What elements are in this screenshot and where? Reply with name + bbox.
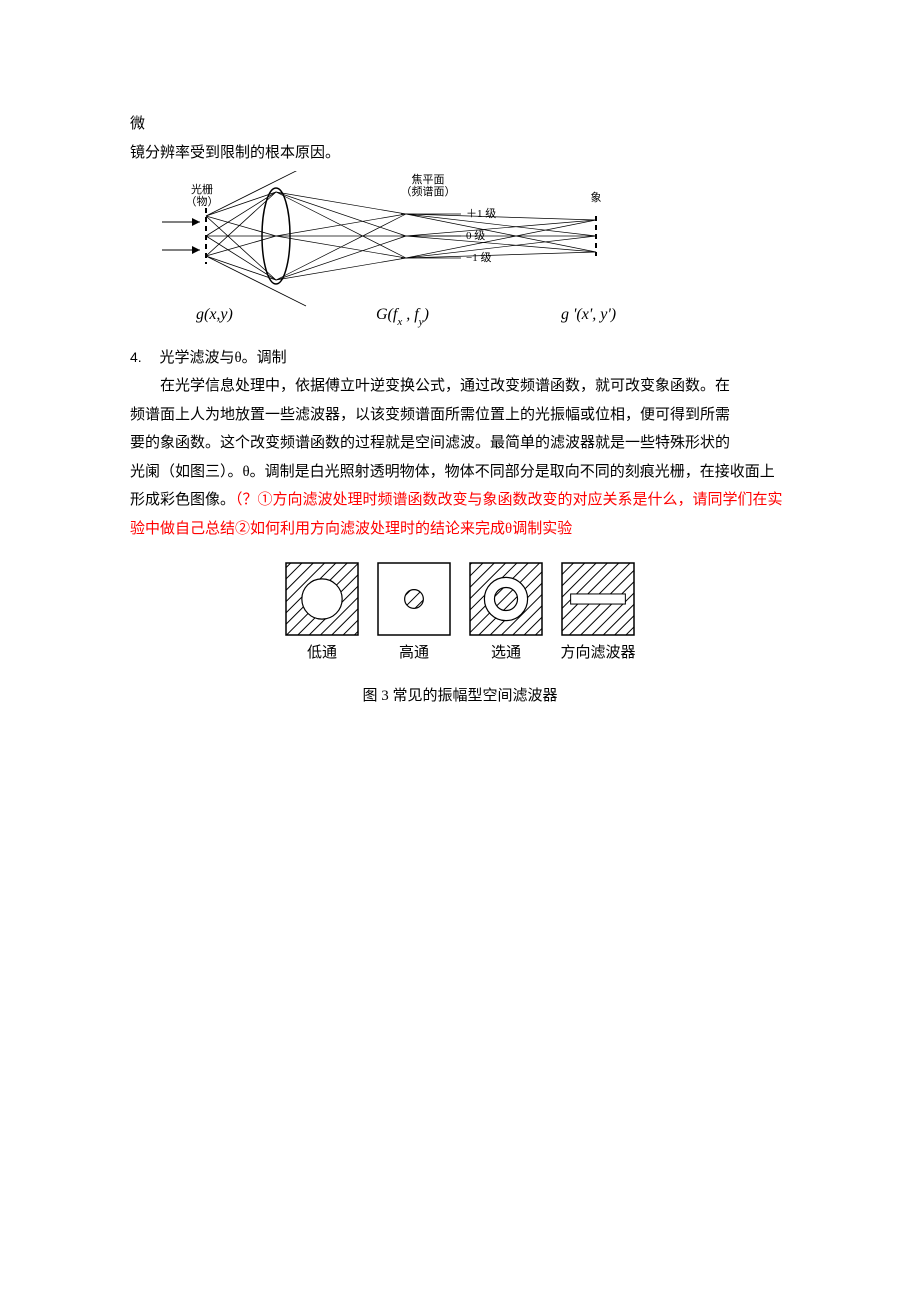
svg-text:G(fx , fy): G(fx , fy)	[376, 306, 429, 328]
filters-figure: 低通 高通 选通 方向滤波器 图 3 常见的振幅型空间滤波器	[130, 559, 790, 710]
svg-text:＋1 级: ＋1 级	[466, 207, 496, 220]
svg-text:方向滤波器: 方向滤波器	[560, 644, 635, 661]
section-number: 4.	[130, 349, 142, 365]
svg-text:−1 级: −1 级	[466, 251, 491, 264]
svg-text:0 级: 0 级	[466, 229, 485, 242]
svg-text:高通: 高通	[399, 644, 429, 661]
svg-text:（频谱面）: （频谱面）	[401, 184, 456, 198]
svg-text:（物）: （物）	[186, 194, 219, 208]
text-span: 形成彩色图像。	[130, 492, 235, 508]
svg-text:焦平面: 焦平面	[412, 173, 445, 186]
paragraph: 频谱面上人为地放置一些滤波器，以该变频谱面所需位置上的光振幅或位相，便可得到所需	[130, 401, 790, 430]
paragraph: 要的象函数。这个改变频谱函数的过程就是空间滤波。最简单的滤波器就是一些特殊形状的	[130, 429, 790, 458]
section-title: 光学滤波与θ。调制	[159, 350, 286, 366]
svg-text:象: 象	[591, 191, 602, 204]
paragraph: 光阑（如图三）。θ。调制是白光照射透明物体，物体不同部分是取向不同的刻痕光栅，在…	[130, 458, 790, 487]
text-line: 微	[130, 110, 790, 139]
optical-diagram: 光栅（物） 焦平面（频谱面） ＋1 级 0 级 −1 级 象 g(x,y) G(fx , fy…	[156, 171, 790, 342]
svg-text:光栅: 光栅	[191, 182, 213, 196]
section-heading: 4. 光学滤波与θ。调制	[130, 344, 790, 373]
svg-text:选通: 选通	[491, 644, 521, 661]
svg-text:g(x,y): g(x,y)	[196, 306, 233, 323]
paragraph: 在光学信息处理中，依据傅立叶逆变换公式，通过改变频谱函数，就可改变象函数。在	[130, 372, 790, 401]
paragraph: 形成彩色图像。（？①方向滤波处理时频谱函数改变与象函数改变的对应关系是什么，请同…	[130, 486, 790, 543]
text-line: 镜分辨率受到限制的根本原因。	[130, 139, 790, 168]
document-page: 微 镜分辨率受到限制的根本原因。 光栅（物） 焦平面（频谱面） ＋1 级 0 级 −1 …	[0, 0, 920, 1302]
svg-text:低通: 低通	[307, 644, 337, 661]
svg-text:g '(x', y'): g '(x', y')	[561, 306, 616, 323]
figure-caption: 图 3 常见的振幅型空间滤波器	[130, 682, 790, 711]
